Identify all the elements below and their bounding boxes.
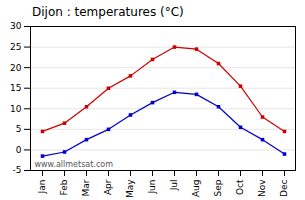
svg-text:Mar: Mar bbox=[81, 179, 91, 196]
svg-text:25: 25 bbox=[10, 42, 21, 52]
html-text:Dijon : temperatures (°C): Dijon : temperatures (°C) bbox=[32, 5, 184, 19]
svg-text:10: 10 bbox=[10, 104, 22, 114]
svg-text:Aug: Aug bbox=[191, 180, 201, 198]
svg-text:Nov: Nov bbox=[257, 179, 267, 197]
svg-text:Feb: Feb bbox=[59, 179, 69, 195]
svg-text:Jul: Jul bbox=[169, 180, 179, 192]
svg-text:Oct: Oct bbox=[235, 179, 245, 195]
svg-text:30: 30 bbox=[10, 21, 22, 31]
svg-text:0: 0 bbox=[16, 145, 22, 155]
svg-text:Dec: Dec bbox=[279, 179, 289, 196]
svg-text:Jan: Jan bbox=[37, 180, 47, 195]
svg-text:May: May bbox=[125, 179, 135, 198]
svg-text:Apr: Apr bbox=[103, 179, 113, 195]
svg-text:5: 5 bbox=[16, 124, 22, 134]
svg-text:20: 20 bbox=[10, 63, 22, 73]
svg-text:Sep: Sep bbox=[213, 179, 223, 196]
svg-text:Jun: Jun bbox=[147, 180, 157, 195]
svg-text:15: 15 bbox=[10, 83, 21, 93]
svg-text:www.allmetsat.com: www.allmetsat.com bbox=[35, 160, 114, 169]
svg-text:-5: -5 bbox=[13, 165, 22, 175]
